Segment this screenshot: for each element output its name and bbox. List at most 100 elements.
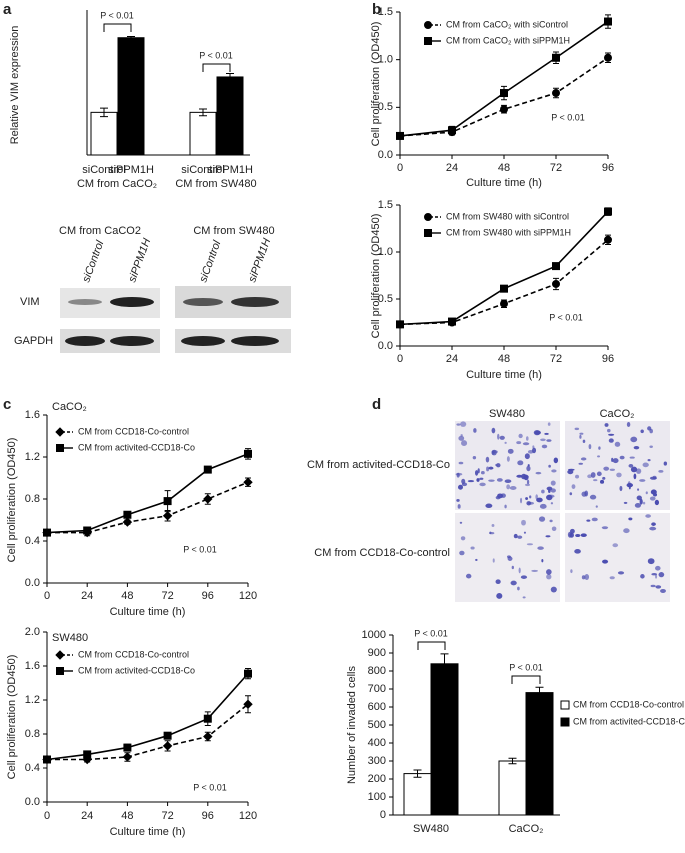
- cell-stain: [456, 423, 461, 426]
- marker: [122, 517, 133, 527]
- y-tick-label: 2.0: [25, 626, 40, 638]
- cell-stain: [455, 472, 463, 476]
- cell-stain: [649, 496, 656, 501]
- cell-stain: [633, 473, 637, 480]
- cell-stain: [476, 478, 480, 482]
- cell-stain: [612, 543, 619, 548]
- cell-stain: [504, 504, 507, 509]
- cell-stain: [526, 479, 530, 485]
- marker: [56, 444, 64, 452]
- marker: [244, 669, 252, 678]
- y-tick-label: 900: [368, 647, 386, 659]
- cell-stain: [545, 535, 551, 538]
- cell-stain: [546, 569, 552, 575]
- x-tick-label: 96: [602, 353, 614, 365]
- annotation: P < 0.01: [193, 782, 227, 792]
- y-axis-label: Cell proliferation (OD450): [6, 655, 18, 780]
- cell-stain: [582, 439, 586, 443]
- cell-stain: [630, 466, 638, 473]
- cell-stain: [522, 442, 530, 446]
- cell-stain: [608, 433, 615, 436]
- cell-stain: [520, 575, 528, 579]
- cell-stain: [602, 559, 609, 564]
- cell-stain: [461, 440, 468, 447]
- cell-stain: [504, 479, 512, 483]
- y-tick-label: 1.0: [378, 54, 393, 66]
- cell-stain: [509, 486, 517, 490]
- cell-stain: [536, 497, 543, 503]
- cell-stain: [507, 448, 514, 454]
- marker: [56, 667, 64, 675]
- marker: [604, 207, 612, 216]
- cell-stain: [651, 522, 656, 526]
- y-tick-label: 0.5: [378, 293, 393, 305]
- bar: [498, 760, 527, 816]
- x-tick-label: 24: [81, 810, 93, 822]
- x-axis-label: Culture time (h): [110, 826, 186, 838]
- marker: [83, 526, 92, 535]
- cell-stain: [645, 514, 651, 518]
- cell-stain: [496, 463, 501, 468]
- micrograph-column: CaCO₂: [600, 408, 635, 420]
- cell-stain: [645, 491, 648, 495]
- annotation: P < 0.01: [414, 628, 448, 638]
- cell-stain: [652, 493, 658, 497]
- legend-label: CM from CaCO₂ with siControl: [446, 19, 568, 29]
- cell-stain: [550, 480, 556, 486]
- cell-stain: [567, 469, 574, 475]
- cell-stain: [472, 455, 477, 460]
- cell-stain: [578, 462, 584, 465]
- cell-stain: [504, 441, 507, 444]
- cell-stain: [495, 579, 501, 585]
- x-tick-label: 72: [550, 353, 562, 365]
- cell-stain: [639, 498, 643, 505]
- legend-label: CM from activited-CCD18-Co: [78, 442, 195, 452]
- cell-stain: [470, 546, 475, 550]
- cell-stain: [571, 484, 576, 489]
- marker: [396, 131, 404, 140]
- legend-label: CM from CCD18-Co-control: [78, 426, 189, 436]
- cell-stain: [612, 458, 619, 464]
- cell-stain: [608, 438, 614, 443]
- marker: [163, 497, 172, 506]
- cell-stain: [517, 586, 520, 591]
- y-axis-label: Cell proliferation (OD450): [370, 214, 382, 339]
- cell-stain: [541, 558, 544, 563]
- significance-bracket: [202, 63, 231, 72]
- cell-stain: [627, 481, 631, 487]
- marker: [55, 650, 65, 660]
- cell-stain: [540, 438, 546, 442]
- subtitle: SW480: [52, 632, 88, 644]
- cell-stain: [602, 476, 606, 480]
- cell-stain: [639, 479, 646, 482]
- bar: [117, 37, 145, 156]
- x-tick-label: 0: [44, 590, 50, 602]
- marker: [424, 37, 432, 45]
- cell-stain: [601, 526, 609, 530]
- y-tick-label: 1.2: [25, 451, 40, 463]
- error-bar: [508, 757, 517, 765]
- y-tick-label: 0.4: [25, 535, 40, 547]
- significance-bracket: [417, 641, 446, 650]
- marker: [424, 213, 432, 221]
- cell-stain: [550, 502, 554, 505]
- x-tick-label: 72: [161, 590, 173, 602]
- error-bar: [413, 769, 422, 778]
- cell-stain: [649, 526, 657, 531]
- cell-stain: [637, 488, 640, 491]
- x-tick-label: 48: [498, 162, 510, 174]
- blot-row-label: VIM: [20, 296, 40, 308]
- lane-label: siPPM1H: [126, 237, 153, 284]
- y-tick-label: 300: [368, 755, 386, 767]
- x-tick-label: 48: [121, 590, 133, 602]
- annotation: P < 0.01: [100, 10, 134, 20]
- y-tick-label: 1.6: [25, 409, 40, 421]
- cell-stain: [658, 469, 664, 473]
- series-line: [47, 481, 249, 534]
- cell-stain: [529, 495, 532, 499]
- y-tick-label: 1.5: [378, 199, 393, 211]
- x-tick-label: siControl: [82, 164, 125, 176]
- cell-stain: [547, 494, 555, 498]
- y-tick-label: 0.8: [25, 728, 40, 740]
